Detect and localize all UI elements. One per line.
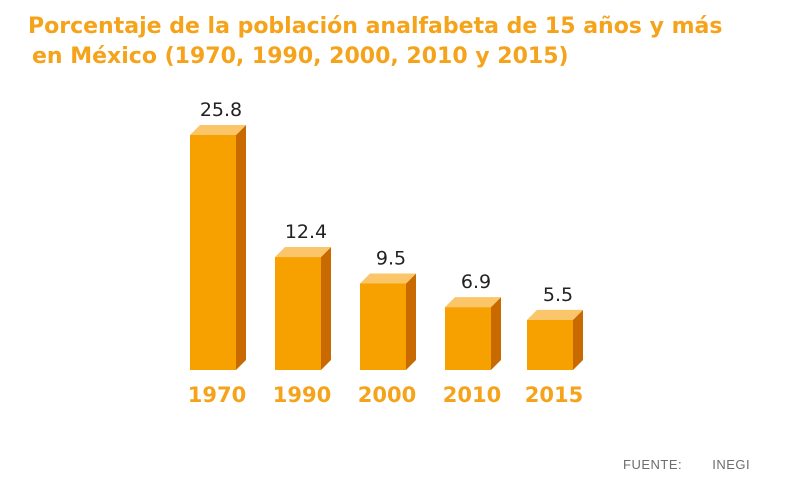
bar-side-1970 — [236, 125, 246, 370]
value-label-1970: 25.8 — [200, 99, 242, 121]
category-label-2015: 2015 — [525, 383, 583, 407]
bar-2015 — [527, 319, 573, 370]
bar-side-2010 — [491, 297, 501, 370]
bar-2000 — [360, 283, 406, 370]
bar-side-2000 — [406, 273, 416, 370]
chart-title: Porcentaje de la población analfabeta de… — [28, 12, 788, 72]
value-label-1990: 12.4 — [285, 221, 327, 243]
chart-title-line-2: en México (1970, 1990, 2000, 2010 y 2015… — [32, 44, 569, 69]
bar-top-1970 — [190, 125, 246, 135]
value-label-2000: 9.5 — [376, 247, 406, 269]
bar-top-2000 — [360, 273, 416, 284]
category-label-2010: 2010 — [443, 383, 501, 407]
category-label-1970: 1970 — [188, 383, 246, 407]
bar-top-2015 — [527, 309, 583, 320]
chart-title-line-1: Porcentaje de la población analfabeta de… — [28, 14, 723, 39]
category-label-1990: 1990 — [273, 383, 331, 407]
value-label-2010: 6.9 — [461, 271, 491, 293]
value-label-2015: 5.5 — [543, 284, 573, 306]
bar-1970 — [190, 135, 236, 370]
bar-side-1990 — [321, 247, 331, 370]
source-label: FUENTE: — [623, 457, 683, 472]
bar-top-1990 — [275, 247, 331, 258]
bar-1990 — [275, 257, 321, 370]
bar-top-2010 — [445, 297, 501, 308]
source-note: FUENTE: INEGI — [623, 457, 750, 472]
category-label-2000: 2000 — [358, 383, 416, 407]
bar-2010 — [445, 307, 491, 370]
bar-side-2015 — [573, 309, 583, 370]
source-value: INEGI — [712, 457, 751, 472]
